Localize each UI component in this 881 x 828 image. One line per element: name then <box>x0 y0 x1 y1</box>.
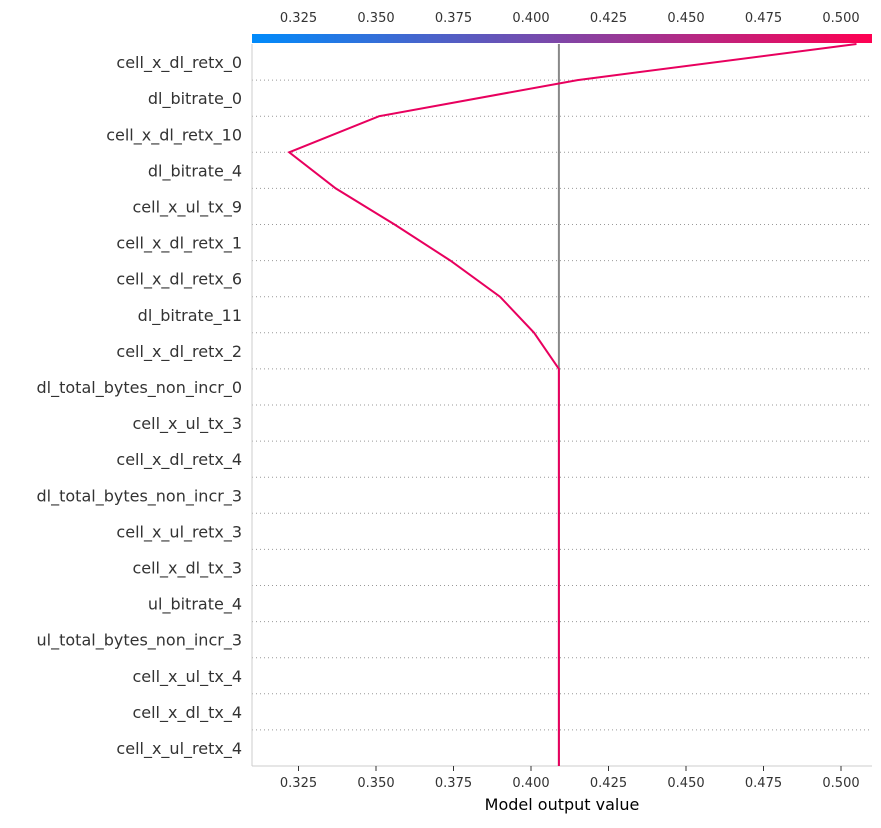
colorbar <box>252 34 872 43</box>
feature-label: cell_x_ul_tx_3 <box>132 414 242 434</box>
feature-label: cell_x_dl_retx_0 <box>116 53 242 73</box>
bottom-tick-label: 0.450 <box>667 776 704 791</box>
feature-labels: cell_x_dl_retx_0 dl_bitrate_0 cell_x_dl_re… <box>37 53 242 759</box>
bottom-tick-label: 0.375 <box>435 776 472 791</box>
feature-label: dl_bitrate_0 <box>148 89 242 109</box>
feature-label: cell_x_ul_retx_4 <box>116 739 242 759</box>
decision-path-line <box>287 43 857 766</box>
feature-label: cell_x_dl_retx_6 <box>116 270 242 290</box>
feature-label: ul_bitrate_4 <box>148 595 242 615</box>
feature-label: dl_bitrate_4 <box>148 161 242 181</box>
feature-label: cell_x_dl_retx_1 <box>116 234 242 254</box>
top-tick-label: 0.400 <box>512 11 549 26</box>
top-tick-label: 0.450 <box>667 11 704 26</box>
x-axis-title: Model output value <box>485 795 640 814</box>
feature-label: dl_bitrate_11 <box>138 306 242 326</box>
feature-label: dl_total_bytes_non_incr_0 <box>37 378 242 398</box>
bottom-tick-label: 0.475 <box>745 776 782 791</box>
bottom-tick-labels: 0.325 0.350 0.375 0.400 0.425 0.450 0.475 0.500 <box>280 766 860 791</box>
top-tick-label: 0.475 <box>745 11 782 26</box>
feature-label: cell_x_dl_tx_3 <box>132 558 242 578</box>
feature-label: ul_total_bytes_non_incr_3 <box>37 631 242 651</box>
feature-label: cell_x_dl_retx_4 <box>116 450 242 470</box>
top-tick-label: 0.325 <box>280 11 317 26</box>
bottom-tick-label: 0.400 <box>512 776 549 791</box>
feature-label: dl_total_bytes_non_incr_3 <box>37 486 242 506</box>
bottom-tick-label: 0.325 <box>280 776 317 791</box>
feature-label: cell_x_ul_tx_4 <box>132 667 242 687</box>
feature-label: cell_x_dl_tx_4 <box>132 703 242 723</box>
top-tick-label: 0.350 <box>357 11 394 26</box>
feature-label: cell_x_dl_retx_10 <box>106 125 242 145</box>
top-tick-label: 0.500 <box>822 11 859 26</box>
grid-lines <box>252 79 872 767</box>
feature-label: cell_x_dl_retx_2 <box>116 342 242 362</box>
top-tick-label: 0.425 <box>590 11 627 26</box>
bottom-tick-label: 0.350 <box>357 776 394 791</box>
bottom-tick-label: 0.500 <box>822 776 859 791</box>
top-tick-label: 0.375 <box>435 11 472 26</box>
bottom-tick-label: 0.425 <box>590 776 627 791</box>
feature-label: cell_x_ul_tx_9 <box>132 197 242 217</box>
top-tick-labels: 0.325 0.350 0.375 0.400 0.425 0.450 0.475 0.500 <box>280 11 860 26</box>
feature-label: cell_x_ul_retx_3 <box>116 522 242 542</box>
